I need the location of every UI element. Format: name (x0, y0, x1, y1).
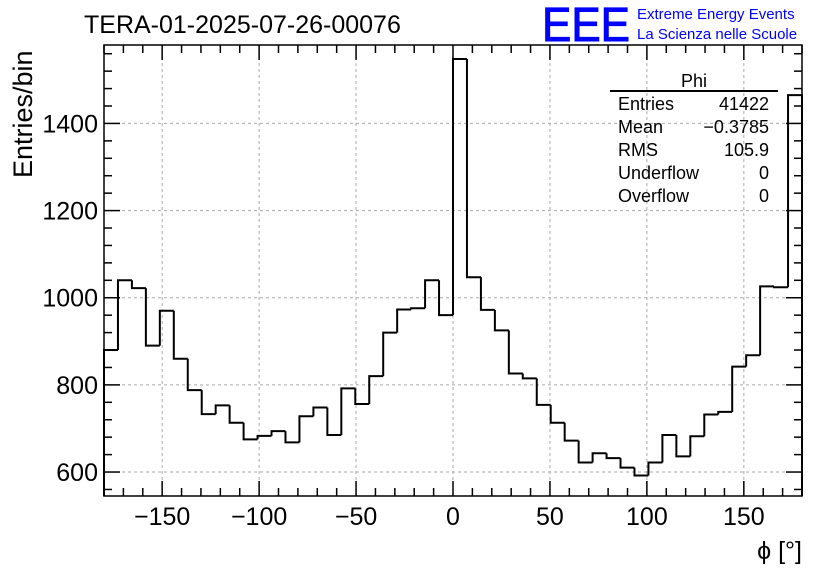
x-tick-label: 150 (723, 503, 765, 531)
stats-row-label: Overflow (618, 186, 690, 206)
hist-bin (424, 279, 440, 309)
y-tick-label: 1400 (42, 110, 98, 138)
hist-bin (354, 388, 370, 406)
stats-row-label: Underflow (618, 163, 700, 183)
hist-bin (103, 349, 118, 496)
hist-bin (647, 461, 663, 476)
hist-bin (549, 404, 565, 424)
hist-bin (633, 467, 649, 477)
stats-rows: Entries 41422 Mean −0.3785 RMS 105.9 Underflow… (618, 94, 769, 206)
x-tick-label: −150 (134, 503, 190, 531)
hist-bin (438, 280, 453, 317)
hist-bin (479, 277, 495, 311)
logo-line1: Extreme Energy Events (637, 6, 795, 23)
y-axis-label: Entries/bin (8, 50, 38, 178)
hist-bin (130, 280, 146, 290)
hist-bin (172, 310, 188, 360)
hist-bin (270, 430, 286, 436)
hist-bin (493, 309, 509, 332)
stats-row-label: Entries (618, 94, 674, 114)
hist-bin (591, 452, 607, 463)
hist-bin (200, 390, 216, 416)
hist-bin (228, 405, 244, 424)
hist-bin (577, 440, 593, 464)
x-tick-label: −50 (335, 503, 377, 531)
hist-bin (703, 413, 719, 437)
stats-box-name: Phi (681, 71, 707, 91)
tick-labels: −150 −100 −50 0 50 100 150 600 800 1000 1200 1400 (42, 110, 764, 531)
stats-row-value: 41422 (719, 94, 769, 114)
hist-bin (619, 458, 635, 469)
hist-bin (410, 307, 426, 310)
x-tick-label: 100 (626, 503, 668, 531)
hist-bin (368, 375, 384, 405)
hist-bin (507, 330, 523, 375)
x-axis-label: ϕ [°] (757, 537, 802, 565)
chart-title: TERA-01-2025-07-26-00076 (84, 11, 401, 39)
hist-bin (340, 387, 356, 435)
hist-bin (326, 407, 342, 436)
stats-row-label: RMS (618, 140, 658, 160)
hist-bin (689, 435, 705, 457)
hist-bin (158, 309, 174, 346)
hist-bin (284, 431, 300, 444)
hist-bin (242, 422, 258, 441)
y-tick-label: 600 (56, 459, 98, 487)
hist-bin (787, 94, 803, 496)
eee-logo: EEE Extreme Energy Events La Scienza nel… (542, 0, 798, 53)
x-tick-label: 50 (536, 503, 564, 531)
logo-mark: EEE (542, 0, 630, 52)
y-tick-label: 800 (56, 372, 98, 400)
y-tick-label: 1000 (42, 285, 98, 313)
hist-bin (256, 434, 272, 440)
hist-bin (535, 378, 551, 406)
hist-bin (731, 365, 747, 412)
hist-bin (605, 453, 621, 460)
stats-row-label: Mean (618, 117, 663, 137)
y-tick-label: 1200 (42, 198, 98, 226)
stats-box: Phi Entries 41422 Mean −0.3785 RMS 105.9 Under… (610, 71, 778, 206)
x-tick-label: −100 (231, 503, 287, 531)
hist-bin (717, 410, 733, 415)
hist-bin (759, 285, 775, 356)
hist-bin (396, 308, 412, 333)
hist-bin (521, 373, 537, 380)
hist-bin (144, 288, 160, 347)
hist-bin (312, 406, 328, 417)
hist-bin (773, 286, 789, 289)
hist-bin (116, 279, 132, 351)
hist-bin (563, 422, 579, 442)
hist-bin (382, 331, 398, 377)
hist-bin (465, 58, 481, 279)
logo-line2: La Scienza nelle Scuole (637, 26, 797, 43)
hist-bin (745, 354, 761, 367)
hist-bin (186, 358, 202, 392)
hist-bin (452, 57, 467, 316)
x-tick-label: 0 (446, 503, 460, 531)
hist-bin (214, 404, 230, 415)
stats-row-value: 105.9 (724, 140, 769, 160)
stats-row-value: 0 (759, 186, 769, 206)
stats-row-value: −0.3785 (703, 117, 769, 137)
axes (103, 44, 803, 497)
hist-bin (661, 433, 677, 463)
hist-bin (675, 434, 691, 458)
stats-row-value: 0 (759, 163, 769, 183)
hist-bin (298, 415, 314, 443)
